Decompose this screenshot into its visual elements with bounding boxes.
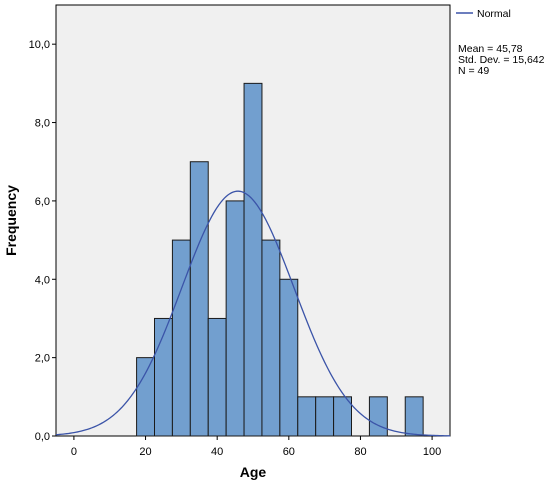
x-tick-label: 0 (71, 446, 77, 458)
x-tick-label: 60 (283, 446, 295, 458)
legend-label-normal: Normal (477, 8, 511, 20)
y-tick-label: 4,0 (35, 274, 50, 286)
histogram-bar-6 (243, 82, 263, 437)
y-tick-label: 6,0 (35, 196, 50, 208)
normal-curve (55, 190, 451, 437)
x-tick-label: 100 (423, 446, 441, 458)
x-tick-label: 40 (211, 446, 223, 458)
histogram-bar-8 (279, 278, 299, 437)
y-tick-label: 10,0 (29, 39, 50, 51)
y-tick-label: 0,0 (35, 431, 50, 443)
histogram-bar-9 (297, 396, 317, 437)
stats-box: Mean = 45,78 Std. Dev. = 15,642 N = 49 (458, 43, 545, 77)
legend: Normal (456, 8, 511, 20)
x-axis-title: Age (240, 464, 267, 480)
axes-layer: 0,0 2,0 4,0 6,0 8,0 10,0 0 20 40 60 80 100 (29, 39, 442, 458)
histogram-bar-10 (315, 396, 335, 437)
histogram-bar-13 (404, 396, 424, 437)
histogram-bar-5 (225, 200, 245, 437)
histogram-bar-7 (261, 239, 281, 437)
y-tick-label: 2,0 (35, 353, 50, 365)
histogram-bar-11 (333, 396, 352, 437)
stats-std-dev: Std. Dev. = 15,642 (458, 54, 545, 66)
y-axis-title: Frequency (3, 185, 19, 256)
bars-layer (136, 82, 424, 437)
x-tick-label: 80 (354, 446, 366, 458)
stats-mean: Mean = 45,78 (458, 43, 523, 55)
histogram-bar-3 (189, 161, 209, 437)
histogram-bar-4 (207, 317, 227, 437)
histogram-bar-0 (136, 357, 155, 437)
histogram-bar-12 (368, 396, 388, 437)
x-tick-label: 20 (139, 446, 151, 458)
y-tick-label: 8,0 (35, 118, 50, 130)
stats-n: N = 49 (458, 65, 489, 77)
histogram-bar-2 (171, 239, 191, 437)
